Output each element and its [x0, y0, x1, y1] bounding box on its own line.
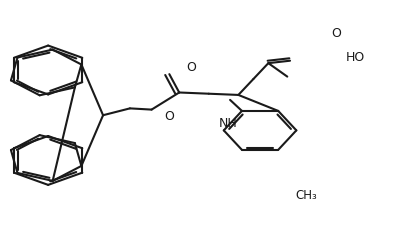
Text: HO: HO [346, 51, 366, 64]
Text: CH₃: CH₃ [296, 190, 317, 202]
Text: O: O [186, 61, 196, 74]
Text: O: O [164, 110, 174, 123]
Text: NH: NH [219, 117, 238, 130]
Text: O: O [331, 27, 341, 40]
